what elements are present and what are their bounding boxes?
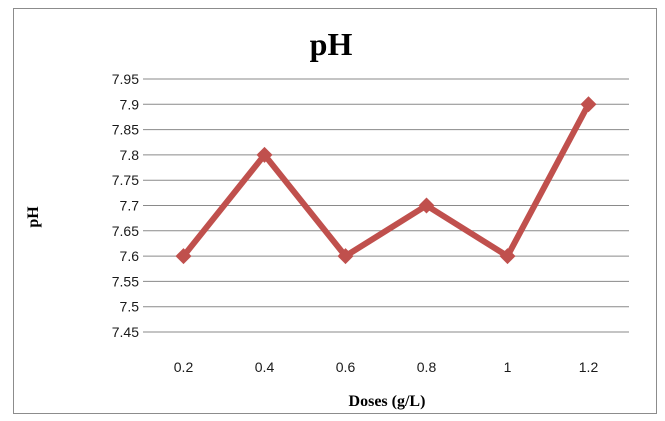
y-tick-label: 7.9 <box>120 96 140 112</box>
y-tick-labels: 7.45 7.5 7.55 7.6 7.65 7.7 7.75 7.8 7.85 7.9 7.95 <box>112 71 139 340</box>
x-tick-labels: 0.2 0.4 0.6 0.8 1 1.2 <box>174 359 599 375</box>
y-tick-label: 7.75 <box>112 172 139 188</box>
x-tick-label: 1.2 <box>579 359 599 375</box>
data-point-marker <box>499 248 516 265</box>
data-point-marker <box>256 146 273 163</box>
y-tick-label: 7.65 <box>112 223 139 239</box>
x-axis-title: Doses (g/L) <box>349 393 426 410</box>
series-layer <box>175 96 597 265</box>
x-tick-label: 0.2 <box>174 359 194 375</box>
y-tick-label: 7.55 <box>112 273 139 289</box>
grid-lines <box>143 78 629 333</box>
chart-frame <box>13 8 657 414</box>
y-tick-label: 7.7 <box>120 198 140 214</box>
y-tick-label: 7.6 <box>120 248 140 264</box>
series-line <box>180 101 592 261</box>
x-tick-label: 0.4 <box>255 359 275 375</box>
y-tick-label: 7.8 <box>120 147 140 163</box>
x-tick-label: 0.6 <box>336 359 356 375</box>
data-point-marker <box>337 248 354 265</box>
x-tick-label: 0.8 <box>417 359 437 375</box>
data-point-marker <box>175 248 192 265</box>
y-tick-label: 7.45 <box>112 324 139 340</box>
chart-title: pH <box>310 26 353 62</box>
data-point-marker <box>580 96 597 113</box>
y-tick-label: 7.5 <box>120 299 140 315</box>
y-axis-title: pH <box>25 206 42 228</box>
y-tick-label: 7.95 <box>112 71 139 87</box>
data-point-marker <box>418 197 435 214</box>
x-tick-label: 1 <box>504 359 512 375</box>
y-tick-label: 7.85 <box>112 122 139 138</box>
